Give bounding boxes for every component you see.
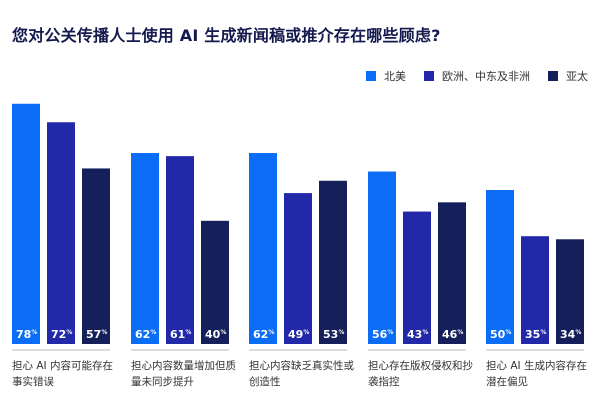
bar	[521, 236, 549, 344]
legend-label: 北美	[384, 70, 406, 83]
category-label: 担心 AI 内容可能存在事实错误	[12, 360, 113, 388]
legend-label: 欧洲、中东及非洲	[442, 70, 530, 83]
legend-swatch	[366, 71, 376, 81]
bar	[284, 193, 312, 344]
chart-title: 您对公关传播人士使用 AI 生成新闻稿或推介存在哪些顾虑?	[12, 26, 441, 45]
legend-label: 亚太	[566, 70, 588, 83]
legend-item: 北美	[366, 68, 406, 84]
legend-swatch	[424, 71, 434, 81]
bar	[201, 220, 229, 344]
legend: 北美 欧洲、中东及非洲 亚太	[366, 68, 588, 84]
legend-swatch	[548, 71, 558, 81]
bar	[131, 153, 159, 344]
bar	[556, 239, 584, 344]
legend-item: 欧洲、中东及非洲	[424, 68, 530, 84]
category-label: 担心内容数量增加但质量未同步提升	[131, 360, 236, 388]
bar	[319, 180, 347, 344]
bar	[249, 153, 277, 344]
bar	[486, 190, 514, 344]
bar	[82, 168, 110, 344]
bar	[166, 156, 194, 344]
bar	[47, 122, 75, 345]
bar	[403, 211, 431, 344]
category-label: 担心 AI 生成内容存在潜在偏见	[486, 360, 587, 388]
bar	[12, 103, 40, 344]
legend-item: 亚太	[548, 68, 588, 84]
category-label: 担心内容缺乏真实性或创造性	[249, 360, 354, 388]
category-label: 担心存在版权侵权和抄袭指控	[368, 360, 473, 388]
bar	[438, 202, 466, 344]
bar	[368, 171, 396, 344]
